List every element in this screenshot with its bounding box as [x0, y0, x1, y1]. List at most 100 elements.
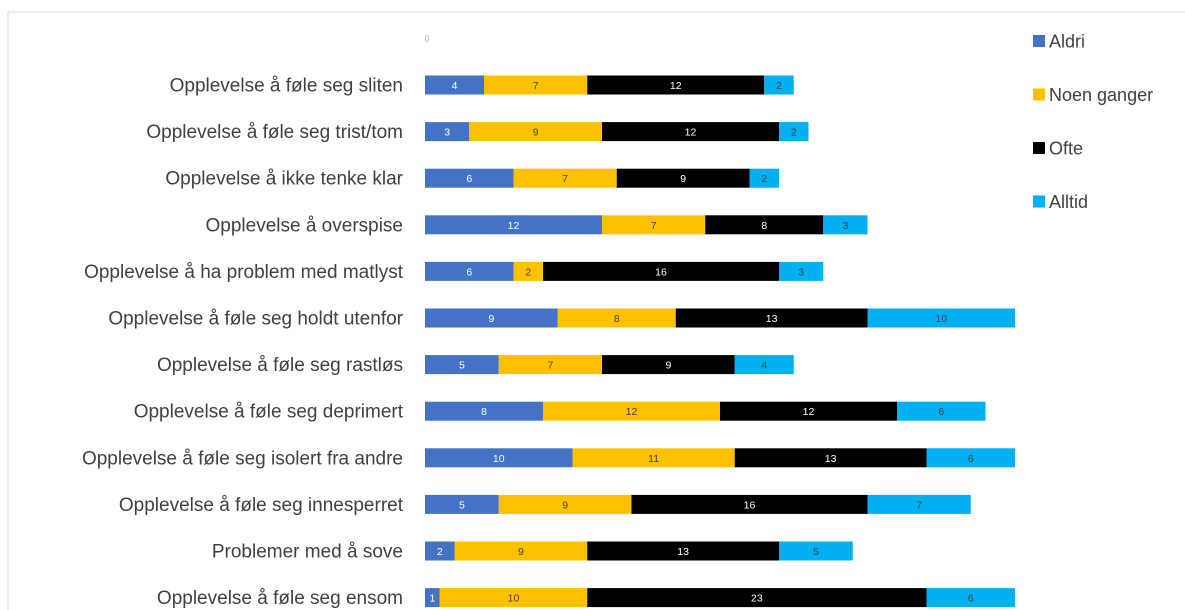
- chart-frame: [7, 11, 1185, 610]
- bar-segment-aldri: [425, 494, 499, 514]
- data-label: 5: [813, 546, 819, 558]
- bar-segment-aldri: [425, 261, 514, 281]
- legend-swatch: [1033, 35, 1045, 47]
- data-label: 6: [938, 406, 944, 418]
- data-label: 6: [968, 593, 974, 605]
- bar-segment-aldri: [425, 541, 455, 561]
- data-label: 12: [626, 406, 638, 418]
- bar-segment-aldri: [425, 401, 543, 421]
- data-label: 6: [968, 453, 974, 465]
- bar-segment-ofte: [720, 401, 897, 421]
- bar-segment-noen-ganger: [557, 308, 676, 328]
- legend-label: Noen ganger: [1049, 85, 1153, 105]
- data-label: 9: [488, 313, 494, 325]
- bar-segment-ofte: [587, 541, 779, 561]
- data-label: 7: [562, 173, 568, 185]
- bar-segment-alltid: [779, 261, 824, 281]
- legend-swatch: [1033, 195, 1045, 208]
- bar-segment-aldri: [425, 168, 514, 188]
- data-label: 12: [803, 406, 815, 418]
- legend: Aldri Noen ganger Ofte Alltid: [1033, 32, 1153, 212]
- data-label: 7: [547, 360, 553, 372]
- data-label: 10: [935, 313, 947, 325]
- bar-segment-noen-ganger: [439, 588, 588, 608]
- data-label: 10: [493, 453, 505, 465]
- data-label: 7: [533, 80, 539, 92]
- data-label: 3: [798, 266, 804, 278]
- data-label: 2: [791, 127, 797, 139]
- data-label: 13: [677, 546, 689, 558]
- data-label: 23: [751, 593, 763, 605]
- bar-segment-noen-ganger: [602, 215, 706, 235]
- bar-segments: 4 7 12 23 9 12 26 7 9 212 7 8 36 2 16 39 8 13 105 7 9 48 12 12 6…: [425, 75, 1015, 608]
- bar-segment-ofte: [587, 75, 765, 95]
- data-label: 5: [459, 499, 465, 511]
- bar-segment-aldri: [425, 215, 602, 235]
- data-label: 4: [452, 80, 458, 92]
- data-label: 12: [670, 80, 682, 92]
- legend-swatch: [1033, 88, 1045, 101]
- legend-swatch: [1033, 142, 1045, 154]
- data-label: 6: [466, 266, 472, 278]
- data-label: 7: [651, 220, 657, 232]
- bar-segment-alltid: [779, 122, 809, 142]
- data-label: 11: [648, 453, 659, 465]
- category-label: Problemer med å sove: [212, 542, 403, 563]
- bar-segment-alltid: [867, 494, 971, 514]
- bar-segment-noen-ganger: [469, 122, 602, 142]
- bar-segment-aldri: [425, 75, 484, 95]
- data-label: 5: [459, 360, 465, 372]
- data-label: 9: [518, 546, 524, 558]
- bar-segment-ofte: [705, 215, 824, 235]
- data-label: 4: [761, 360, 767, 372]
- bar-segment-noen-ganger: [484, 75, 588, 95]
- bar-segment-alltid: [926, 448, 1015, 468]
- category-label: Opplevelse å føle seg innesperret: [119, 495, 404, 516]
- data-label: 3: [444, 127, 450, 139]
- data-label: 13: [766, 313, 778, 325]
- category-label: Opplevelse å føle seg trist/tom: [146, 122, 403, 143]
- data-label: 6: [466, 173, 472, 185]
- legend-label: Alltid: [1049, 192, 1088, 212]
- legend-label: Ofte: [1049, 139, 1083, 159]
- bar-segment-alltid: [823, 215, 868, 235]
- category-label: Opplevelse å føle seg deprimert: [134, 402, 404, 423]
- bar-segment-aldri: [425, 448, 573, 468]
- data-label: 12: [685, 127, 697, 139]
- data-label: 12: [508, 220, 520, 232]
- bar-segment-noen-ganger: [572, 448, 735, 468]
- bar-segment-ofte: [587, 588, 927, 608]
- bar-segment-alltid: [779, 541, 853, 561]
- bar-segment-noen-ganger: [498, 355, 602, 375]
- bar-segment-aldri: [425, 588, 440, 608]
- data-label: 8: [614, 313, 620, 325]
- bar-segment-ofte: [616, 168, 750, 188]
- category-label: Opplevelse å føle seg rastløs: [157, 355, 403, 376]
- category-label: Opplevelse å føle seg holdt utenfor: [108, 309, 403, 330]
- category-label: Opplevelse å overspise: [206, 215, 404, 236]
- data-label: 9: [665, 360, 671, 372]
- data-label: 16: [655, 266, 667, 278]
- data-label: 7: [916, 499, 922, 511]
- bar-segment-ofte: [734, 448, 927, 468]
- bar-segment-aldri: [425, 122, 470, 142]
- bar-segment-alltid: [749, 168, 779, 188]
- category-label: Opplevelse å ikke tenke klar: [165, 169, 403, 190]
- data-label: 3: [842, 220, 848, 232]
- data-label: 9: [680, 173, 686, 185]
- data-label: 8: [481, 406, 487, 418]
- category-label: Opplevelse å føle seg ensom: [157, 588, 403, 609]
- bar-segment-ofte: [543, 261, 779, 281]
- x-axis-tick-label: 0: [424, 34, 429, 44]
- bar-segment-noen-ganger: [543, 401, 720, 421]
- bar-segment-ofte: [602, 355, 735, 375]
- data-label: 10: [508, 593, 520, 605]
- bar-segment-aldri: [425, 308, 558, 328]
- bar-segment-ofte: [675, 308, 868, 328]
- bar-segment-alltid: [764, 75, 794, 95]
- data-label: 2: [776, 80, 782, 92]
- bar-segment-alltid: [734, 355, 794, 375]
- bar-segment-alltid: [926, 588, 1015, 608]
- data-label: 2: [437, 546, 443, 558]
